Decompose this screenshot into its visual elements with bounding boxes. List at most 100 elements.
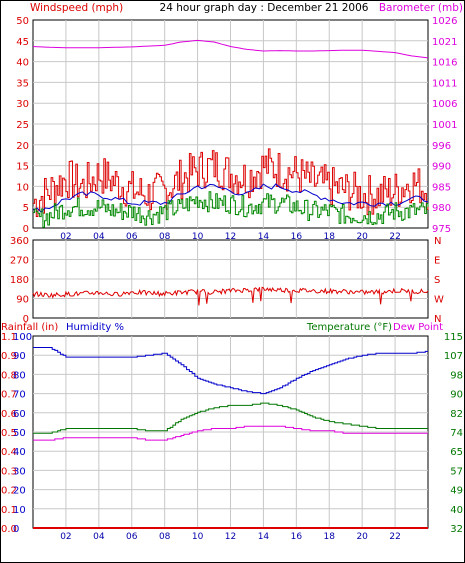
- windspeed-tick-label: 0: [23, 224, 29, 235]
- humidity-temperature-panel: 0.0 0.1 0.2 0.3 0.4 0.5 0.6 0.7 0.8 0.9 1.1 0 10 20 30…: [1, 332, 463, 542]
- temperature-tick-label: 107: [444, 351, 463, 362]
- wind-x-tick-label: 16: [291, 232, 303, 242]
- barometer-tick-label: 1006: [432, 99, 457, 110]
- windspeed-tick-label: 20: [16, 141, 29, 152]
- barometer-tick-label: 1021: [432, 37, 457, 48]
- graph-title: 24 hour graph day : December 21 2006: [160, 2, 369, 14]
- direction-tick-label: 270: [10, 256, 29, 267]
- humidity-x-tick-label: 16: [291, 532, 303, 542]
- temperature-tick-label: 32: [450, 524, 463, 535]
- temperature-tick-label: 65: [450, 447, 463, 458]
- humidity-panel-series-0-line: [33, 347, 428, 395]
- windspeed-tick-label: 30: [16, 99, 29, 110]
- wind-series-0-line: [33, 148, 429, 217]
- barometer-tick-label: 990: [432, 162, 451, 173]
- compass-direction-label: W: [434, 295, 444, 306]
- rainfall-tick-label: 1.1: [1, 332, 17, 343]
- compass-direction-label: S: [434, 275, 440, 286]
- rainfall-tick-label: 0.6: [1, 409, 17, 420]
- rainfall-tick-label: 0.8: [1, 370, 17, 381]
- direction-tick-label: 0: [23, 314, 29, 325]
- direction-tick-label: 180: [10, 275, 29, 286]
- rainfall-tick-label: 0.4: [1, 447, 17, 458]
- rainfall-tick-label: 0.5: [1, 428, 17, 439]
- compass-direction-label: N: [434, 236, 441, 247]
- windspeed-tick-label: 10: [16, 182, 29, 193]
- barometer-tick-label: 975: [432, 224, 451, 235]
- rainfall-tick-label: 0.0: [1, 524, 17, 535]
- barometer-tick-label: 1011: [432, 78, 457, 89]
- wind-x-tick-label: 12: [225, 232, 236, 242]
- humidity-tick-label: 40: [13, 447, 26, 458]
- wind-x-tick-label: 10: [192, 232, 204, 242]
- humidity-tick-label: 70: [13, 390, 26, 401]
- windspeed-tick-label: 45: [16, 37, 29, 48]
- wind-series-1-line: [32, 39, 429, 59]
- barometer-tick-label: 1026: [432, 16, 457, 27]
- humidity-tick-label: 20: [13, 486, 26, 497]
- windspeed-axis-title: Windspeed (mph): [30, 2, 123, 14]
- humidity-axis-title: Humidity %: [66, 322, 124, 333]
- windspeed-tick-label: 35: [16, 78, 29, 89]
- humidity-x-tick-label: 06: [126, 532, 138, 542]
- wind-x-tick-label: 14: [258, 232, 270, 242]
- wind-x-tick-label: 18: [324, 232, 336, 242]
- humidity-x-tick-label: 18: [324, 532, 336, 542]
- humidity-panel-series-1-line: [33, 402, 428, 434]
- temperature-axis-title: Temperature (°F): [306, 322, 392, 333]
- temperature-tick-label: 74: [450, 428, 463, 439]
- wind-x-tick-label: 22: [389, 232, 400, 242]
- barometer-tick-label: 1016: [432, 58, 457, 69]
- humidity-tick-label: 10: [13, 505, 26, 516]
- windspeed-tick-label: 25: [16, 120, 29, 131]
- wind-x-tick-label: 08: [159, 232, 171, 242]
- rainfall-tick-label: 0.3: [1, 466, 17, 477]
- humidity-x-tick-label: 14: [258, 532, 270, 542]
- humidity-panel-series-2-line: [33, 425, 428, 441]
- humidity-tick-label: 100: [13, 332, 32, 343]
- temperature-tick-label: 49: [450, 486, 463, 497]
- compass-direction-label: N: [434, 314, 441, 325]
- wind-x-tick-label: 02: [60, 232, 71, 242]
- windspeed-tick-label: 5: [23, 203, 29, 214]
- humidity-tick-label: 90: [13, 351, 26, 362]
- wind-x-tick-label: 06: [126, 232, 138, 242]
- wind-x-tick-label: 20: [356, 232, 368, 242]
- rainfall-axis-title: Rainfall (in): [1, 322, 58, 333]
- humidity-x-tick-label: 22: [389, 532, 400, 542]
- wind-series-2-line: [32, 183, 429, 213]
- humidity-x-tick-label: 20: [356, 532, 368, 542]
- temperature-tick-label: 82: [450, 409, 463, 420]
- dewpoint-axis-title: Dew Point: [393, 322, 443, 333]
- wind-barometer-panel: 0 5 10 15 20 25 30 35 40 45 50 975 980 985 990 996 1001 1…: [16, 16, 457, 242]
- temperature-tick-label: 90: [450, 390, 463, 401]
- humidity-x-tick-label: 04: [93, 532, 105, 542]
- rainfall-tick-label: 0.9: [1, 351, 17, 362]
- rainfall-tick-label: 0.1: [1, 505, 17, 516]
- direction-tick-label: 90: [16, 295, 29, 306]
- temperature-tick-label: 40: [450, 505, 463, 516]
- barometer-tick-label: 980: [432, 203, 451, 214]
- rainfall-tick-label: 0.7: [1, 390, 17, 401]
- windspeed-tick-label: 15: [16, 162, 29, 173]
- humidity-tick-label: 80: [13, 370, 26, 381]
- humidity-x-tick-label: 12: [225, 532, 236, 542]
- barometer-tick-label: 985: [432, 182, 451, 193]
- direction-series-line: [32, 286, 429, 306]
- temperature-tick-label: 98: [450, 370, 463, 381]
- humidity-x-tick-label: 08: [159, 532, 171, 542]
- humidity-tick-label: 30: [13, 466, 26, 477]
- windspeed-tick-label: 50: [16, 16, 29, 27]
- barometer-tick-label: 1001: [432, 120, 457, 131]
- barometer-tick-label: 996: [432, 141, 451, 152]
- humidity-x-tick-label: 02: [60, 532, 71, 542]
- windspeed-tick-label: 40: [16, 58, 29, 69]
- humidity-tick-label: 60: [13, 409, 26, 420]
- compass-direction-label: E: [434, 256, 440, 267]
- direction-tick-label: 360: [10, 236, 29, 247]
- humidity-tick-label: 0: [13, 524, 19, 535]
- temperature-tick-label: 57: [450, 466, 463, 477]
